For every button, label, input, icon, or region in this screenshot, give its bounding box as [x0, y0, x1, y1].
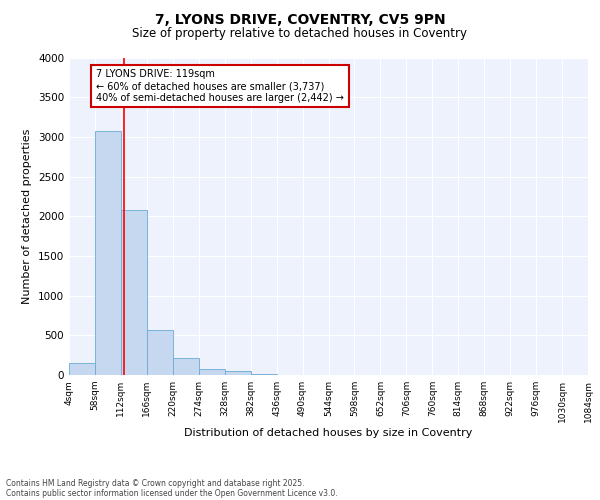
- Bar: [251, 374, 277, 375]
- Text: Contains HM Land Registry data © Crown copyright and database right 2025.: Contains HM Land Registry data © Crown c…: [6, 478, 305, 488]
- Text: 7, LYONS DRIVE, COVENTRY, CV5 9PN: 7, LYONS DRIVE, COVENTRY, CV5 9PN: [155, 12, 445, 26]
- Bar: [121, 210, 147, 375]
- Text: Contains public sector information licensed under the Open Government Licence v3: Contains public sector information licen…: [6, 488, 338, 498]
- Y-axis label: Number of detached properties: Number of detached properties: [22, 128, 32, 304]
- X-axis label: Distribution of detached houses by size in Coventry: Distribution of detached houses by size …: [184, 428, 473, 438]
- Bar: [147, 330, 173, 375]
- Bar: [199, 370, 224, 375]
- Bar: [95, 130, 121, 375]
- Bar: [173, 358, 199, 375]
- Text: Size of property relative to detached houses in Coventry: Size of property relative to detached ho…: [133, 28, 467, 40]
- Bar: [69, 363, 95, 375]
- Text: 7 LYONS DRIVE: 119sqm
← 60% of detached houses are smaller (3,737)
40% of semi-d: 7 LYONS DRIVE: 119sqm ← 60% of detached …: [96, 70, 344, 102]
- Bar: [225, 371, 251, 375]
